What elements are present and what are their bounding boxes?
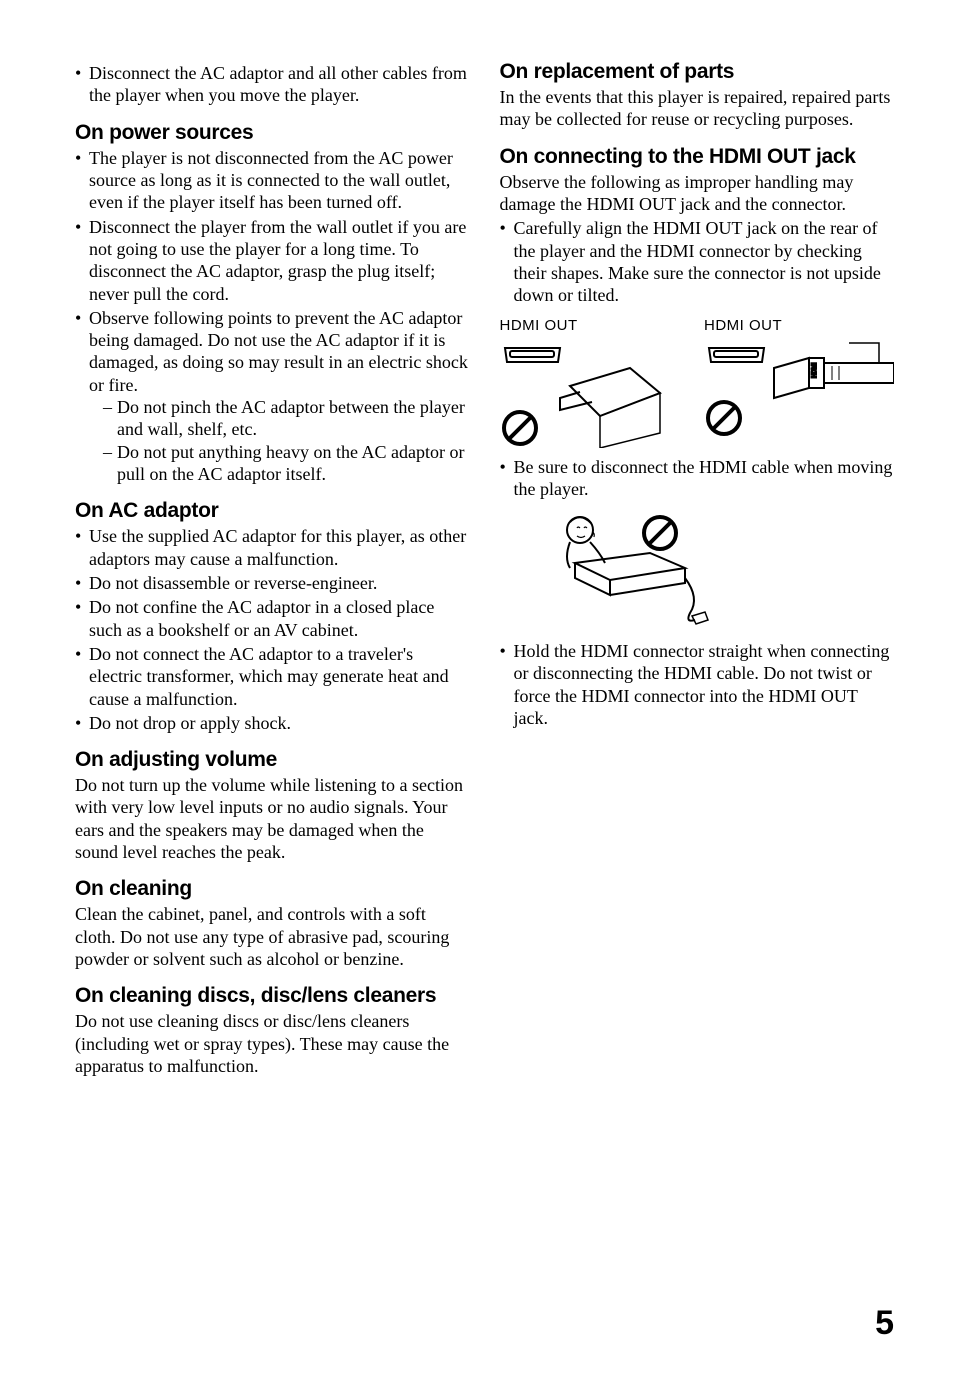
- left-column: Disconnect the AC adaptor and all other …: [75, 60, 470, 1077]
- heading-hdmi-out: On connecting to the HDMI OUT jack: [500, 145, 895, 169]
- right-column: On replacement of parts In the events th…: [500, 60, 895, 1077]
- bullet-item: Do not confine the AC adaptor in a close…: [75, 596, 470, 641]
- svg-text:HDMI: HDMI: [812, 362, 818, 378]
- replacement-parts-body: In the events that this player is repair…: [500, 86, 895, 131]
- bullet-item: Do not disassemble or reverse-engineer.: [75, 572, 470, 594]
- heading-power-sources: On power sources: [75, 121, 470, 145]
- hdmi-list-3: Hold the HDMI connector straight when co…: [500, 640, 895, 729]
- cleaning-body: Clean the cabinet, panel, and controls w…: [75, 903, 470, 970]
- power-sources-list: The player is not disconnected from the …: [75, 147, 470, 486]
- heading-replacement-parts: On replacement of parts: [500, 60, 895, 84]
- hdmi-list-2: Be sure to disconnect the HDMI cable whe…: [500, 456, 895, 501]
- bullet-item: Do not drop or apply shock.: [75, 712, 470, 734]
- heading-adjusting-volume: On adjusting volume: [75, 748, 470, 772]
- heading-cleaning-discs: On cleaning discs, disc/lens cleaners: [75, 984, 470, 1008]
- page-number: 5: [875, 1304, 894, 1343]
- hdmi-intro: Observe the following as improper handli…: [500, 171, 895, 216]
- bullet-item: Disconnect the AC adaptor and all other …: [75, 62, 470, 107]
- adjusting-volume-body: Do not turn up the volume while listenin…: [75, 774, 470, 863]
- bullet-item: The player is not disconnected from the …: [75, 147, 470, 214]
- move-player-illustration: [540, 508, 895, 628]
- bullet-item: Disconnect the player from the wall outl…: [75, 216, 470, 305]
- bullet-text: Observe following points to prevent the …: [89, 308, 468, 395]
- hdmi-illus-right: HDMI OUT HDMI: [704, 317, 894, 448]
- hdmi-tilted-icon: HDMI: [704, 338, 894, 448]
- power-sources-sublist: Do not pinch the AC adaptor between the …: [103, 396, 470, 485]
- bullet-item: Hold the HDMI connector straight when co…: [500, 640, 895, 729]
- heading-ac-adaptor: On AC adaptor: [75, 499, 470, 523]
- bullet-item: Do not connect the AC adaptor to a trave…: [75, 643, 470, 710]
- ac-adaptor-list: Use the supplied AC adaptor for this pla…: [75, 525, 470, 734]
- hdmi-out-label: HDMI OUT: [500, 317, 681, 334]
- hdmi-list-1: Carefully align the HDMI OUT jack on the…: [500, 217, 895, 306]
- cleaning-discs-body: Do not use cleaning discs or disc/lens c…: [75, 1010, 470, 1077]
- hdmi-illustration-row: HDMI OUT: [500, 317, 895, 448]
- dash-item: Do not pinch the AC adaptor between the …: [103, 396, 470, 441]
- bullet-item: Use the supplied AC adaptor for this pla…: [75, 525, 470, 570]
- hdmi-illus-left: HDMI OUT: [500, 317, 681, 448]
- hdmi-upside-down-icon: [500, 338, 681, 448]
- bullet-item: Carefully align the HDMI OUT jack on the…: [500, 217, 895, 306]
- dash-item: Do not put anything heavy on the AC adap…: [103, 441, 470, 486]
- intro-bullets: Disconnect the AC adaptor and all other …: [75, 62, 470, 107]
- bullet-item: Be sure to disconnect the HDMI cable whe…: [500, 456, 895, 501]
- hdmi-out-label: HDMI OUT: [704, 317, 894, 334]
- heading-cleaning: On cleaning: [75, 877, 470, 901]
- bullet-item: Observe following points to prevent the …: [75, 307, 470, 486]
